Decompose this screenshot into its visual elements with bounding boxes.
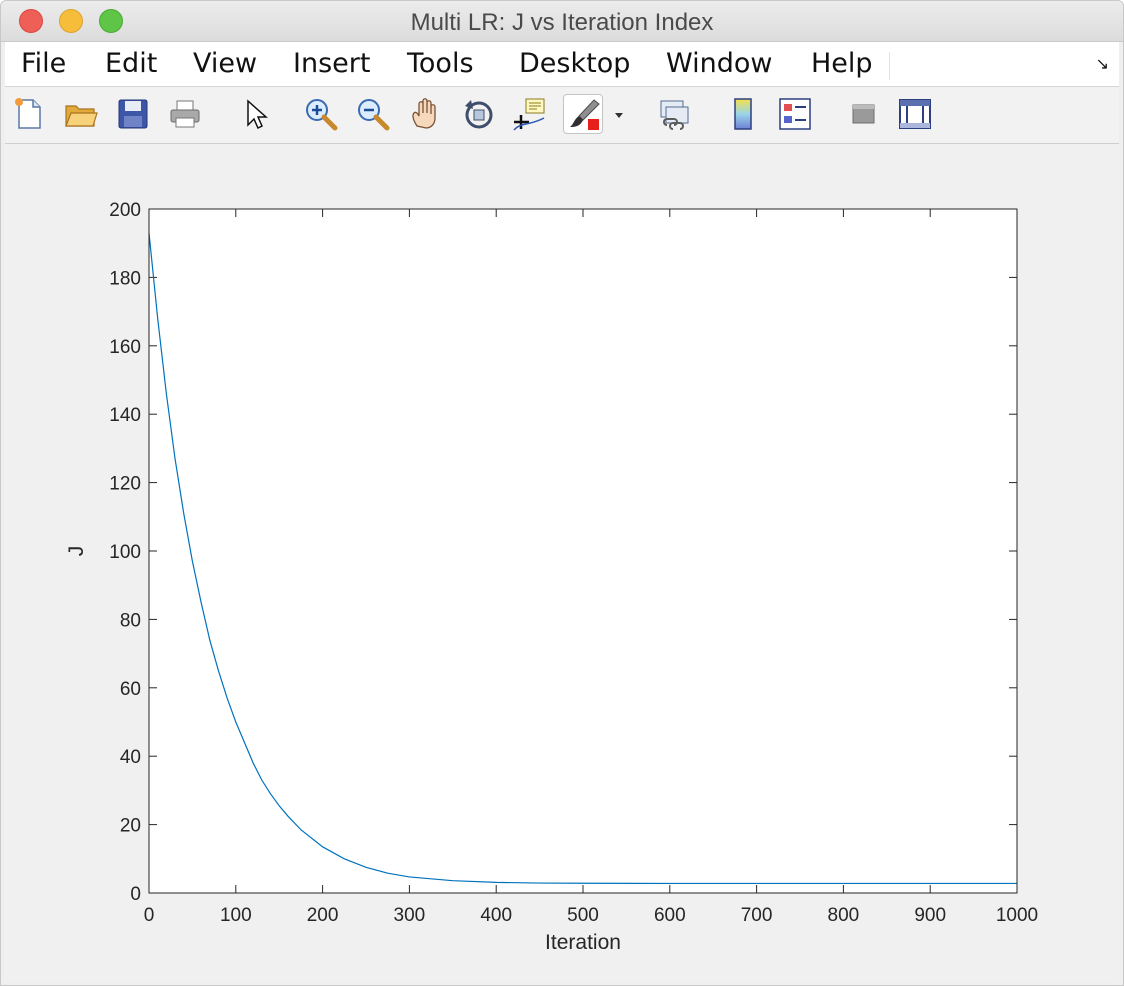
minimize-window-button[interactable] bbox=[59, 9, 83, 33]
y-tick-label: 100 bbox=[109, 542, 141, 563]
x-tick-labels: 0 100 200 300 400 500 600 700 800 900 1000 bbox=[144, 905, 1038, 926]
menu-window[interactable]: Window bbox=[666, 48, 773, 79]
window-title: Multi LR: J vs Iteration Index bbox=[410, 9, 714, 36]
x-axis-label: Iteration bbox=[545, 931, 621, 954]
x-tick-label: 0 bbox=[144, 905, 155, 926]
menu-file[interactable]: File bbox=[21, 48, 67, 79]
axes-box bbox=[148, 208, 1018, 894]
menu-view[interactable]: View bbox=[193, 48, 258, 79]
x-tick-label: 100 bbox=[220, 905, 252, 926]
maximize-window-button[interactable] bbox=[99, 9, 123, 33]
x-tick-label: 500 bbox=[567, 905, 599, 926]
x-tick-label: 800 bbox=[828, 905, 860, 926]
dock-figure-icon[interactable]: ↘ bbox=[1095, 56, 1109, 73]
save-icon[interactable] bbox=[115, 96, 151, 132]
menu-desktop[interactable]: Desktop bbox=[519, 48, 631, 79]
y-tick-label: 60 bbox=[120, 679, 141, 700]
x-tick-label: 600 bbox=[654, 905, 686, 926]
x-tick-label: 1000 bbox=[996, 905, 1038, 926]
menu-help[interactable]: Help bbox=[811, 48, 873, 79]
y-tick-label: 0 bbox=[130, 884, 141, 905]
brush-icon[interactable] bbox=[563, 94, 603, 134]
y-tick-label: 160 bbox=[109, 337, 141, 358]
menu-divider bbox=[889, 52, 890, 80]
pan-hand-icon[interactable] bbox=[407, 96, 443, 132]
y-tick-label: 180 bbox=[109, 268, 141, 289]
zoom-out-icon[interactable] bbox=[355, 96, 391, 132]
title-bar[interactable]: Multi LR: J vs Iteration Index bbox=[1, 1, 1123, 42]
y-tick-label: 80 bbox=[120, 610, 141, 631]
colorbar-icon[interactable] bbox=[725, 96, 761, 132]
zoom-in-icon[interactable] bbox=[303, 96, 339, 132]
x-tick-label: 300 bbox=[394, 905, 426, 926]
y-tick-label: 120 bbox=[109, 474, 141, 495]
y-tick-label: 40 bbox=[120, 747, 141, 768]
data-cursor-icon[interactable] bbox=[511, 96, 547, 132]
y-tick-label: 140 bbox=[109, 405, 141, 426]
figure-canvas[interactable]: 0 100 200 300 400 500 600 700 800 900 1000 0 20 40 60… bbox=[5, 144, 1119, 982]
y-tick-labels: 0 20 40 60 80 100 120 140 160 180 200 bbox=[109, 200, 141, 905]
hide-plot-tools-icon[interactable] bbox=[845, 96, 881, 132]
menu-insert[interactable]: Insert bbox=[293, 48, 371, 79]
menu-bar: File Edit View Insert Tools Desktop Wind… bbox=[5, 42, 1119, 87]
menu-tools[interactable]: Tools bbox=[407, 48, 474, 79]
axes-background bbox=[149, 209, 1017, 893]
show-plot-tools-icon[interactable] bbox=[897, 96, 933, 132]
y-axis-label: J bbox=[65, 546, 88, 557]
series-line-j bbox=[148, 232, 1017, 885]
legend-icon[interactable] bbox=[777, 96, 813, 132]
pointer-icon[interactable] bbox=[237, 96, 273, 132]
close-window-button[interactable] bbox=[19, 9, 43, 33]
new-figure-icon[interactable] bbox=[11, 96, 47, 132]
x-tick-label: 900 bbox=[914, 905, 946, 926]
x-tick-label: 200 bbox=[307, 905, 339, 926]
figure-toolbar bbox=[5, 87, 1119, 144]
x-tick-label: 700 bbox=[741, 905, 773, 926]
print-icon[interactable] bbox=[167, 96, 203, 132]
line-chart[interactable]: 0 100 200 300 400 500 600 700 800 900 1000 0 20 40 60… bbox=[5, 144, 1119, 982]
y-tick-label: 200 bbox=[109, 200, 141, 221]
brush-dropdown-icon[interactable] bbox=[611, 96, 627, 132]
y-tick-label: 20 bbox=[120, 816, 141, 837]
x-tick-label: 400 bbox=[480, 905, 512, 926]
menu-edit[interactable]: Edit bbox=[105, 48, 158, 79]
rotate-3d-icon[interactable] bbox=[461, 96, 497, 132]
link-plot-icon[interactable] bbox=[657, 96, 693, 132]
open-file-icon[interactable] bbox=[63, 96, 99, 132]
